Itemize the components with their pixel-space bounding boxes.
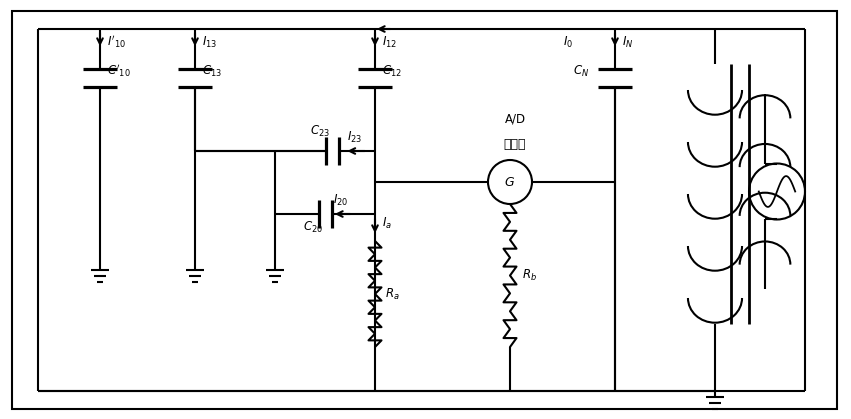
Text: $I_{23}$: $I_{23}$ xyxy=(346,130,362,145)
Text: $C_{23}$: $C_{23}$ xyxy=(311,124,330,139)
Text: $R_a$: $R_a$ xyxy=(385,287,400,302)
Text: $C'_{10}$: $C'_{10}$ xyxy=(107,62,131,79)
Text: $C_{13}$: $C_{13}$ xyxy=(202,64,222,79)
Text: $I_0$: $I_0$ xyxy=(563,34,573,49)
Text: $I_{12}$: $I_{12}$ xyxy=(382,34,397,49)
Text: $I'_{10}$: $I'_{10}$ xyxy=(107,34,126,50)
Text: $I_{20}$: $I_{20}$ xyxy=(333,193,348,208)
Text: $I_a$: $I_a$ xyxy=(382,215,392,230)
Text: $I_N$: $I_N$ xyxy=(622,34,633,49)
Text: $C_{20}$: $C_{20}$ xyxy=(303,220,323,235)
Text: $C_{12}$: $C_{12}$ xyxy=(382,64,402,79)
Text: $I_{13}$: $I_{13}$ xyxy=(202,34,217,49)
Text: $G$: $G$ xyxy=(505,176,516,189)
Text: 计算机: 计算机 xyxy=(504,137,526,150)
Text: $R_b$: $R_b$ xyxy=(522,268,537,283)
Text: A/D: A/D xyxy=(505,112,526,126)
Text: $C_N$: $C_N$ xyxy=(573,64,589,79)
